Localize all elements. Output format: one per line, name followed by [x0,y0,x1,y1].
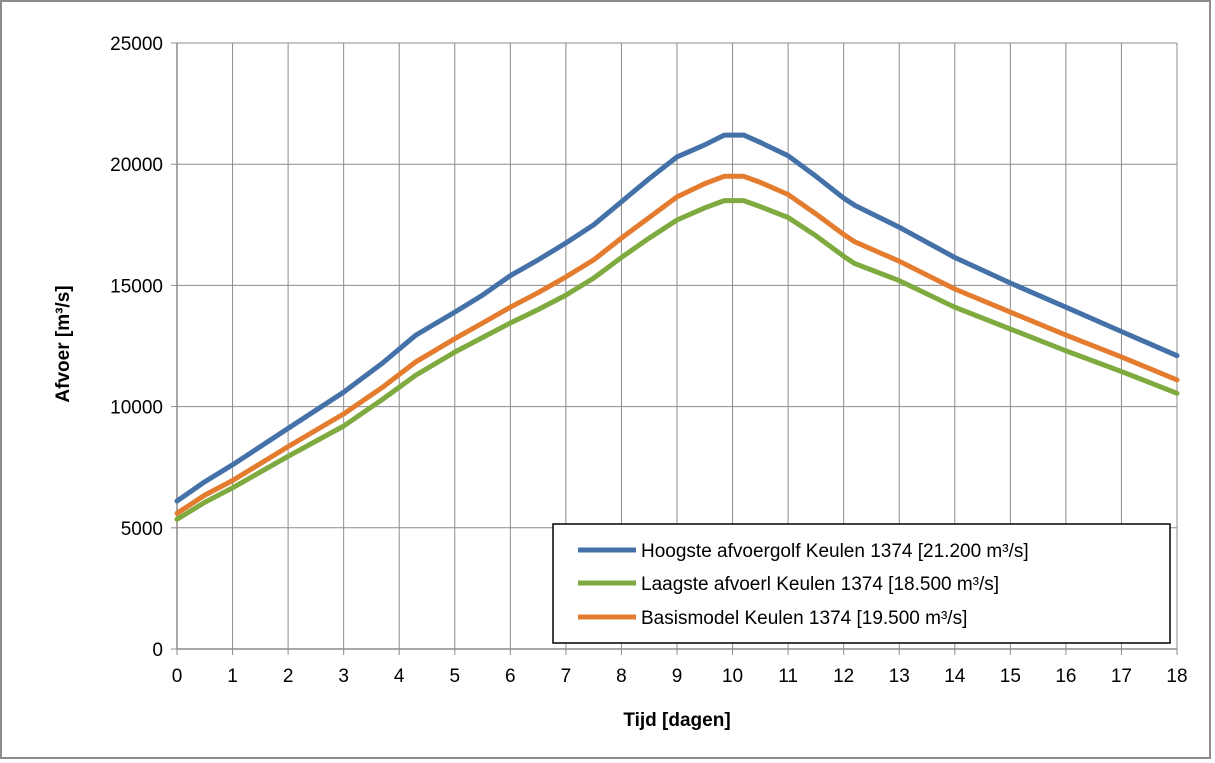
x-tick-label: 18 [1166,666,1187,687]
x-tick-label: 9 [672,666,683,687]
series-line-0 [174,132,1180,504]
x-tick-label: 2 [283,666,294,687]
x-tick-label: 3 [338,666,349,687]
series-line-1 [174,198,1180,522]
axes: 0 1 2 3 4 5 6 7 8 9 10 11 12 13 14 15 16 17 18050001000015… [110,34,1187,687]
x-tick-label: 11 [778,666,798,687]
y-tick-label: 0 [152,640,163,661]
legend-label-2: Basismodel Keulen 1374 [19.500 m³/s] [641,608,967,629]
x-tick-label: 1 [227,666,238,687]
x-tick-label: 13 [889,666,910,687]
y-tick-label: 10000 [110,398,163,419]
y-axis-title: Afvoer [m³/s] [53,285,74,402]
x-tick-label: 10 [722,666,743,687]
x-tick-label: 0 [172,666,183,687]
x-tick-label: 16 [1055,666,1076,687]
x-tick-label: 8 [616,666,627,687]
y-tick-label: 15000 [110,276,163,297]
series-line-2 [174,173,1180,516]
legend: Hoogste afvoergolf Keulen 1374 [21.200 m… [552,523,1171,644]
y-tick-label: 20000 [110,155,163,176]
y-tick-label: 25000 [110,34,163,55]
y-tick-label: 5000 [121,519,163,540]
x-tick-label: 14 [944,666,966,687]
x-tick-label: 12 [833,666,854,687]
x-tick-label: 7 [561,666,572,687]
legend-label-0: Hoogste afvoergolf Keulen 1374 [21.200 m… [641,541,1029,562]
x-tick-label: 6 [505,666,516,687]
legend-box [552,523,1171,644]
x-axis-title: Tijd [dagen] [623,710,730,731]
x-tick-label: 5 [449,666,460,687]
x-tick-label: 15 [1000,666,1021,687]
x-tick-label: 4 [394,666,405,687]
legend-label-1: Laagste afvoerl Keulen 1374 [18.500 m³/s… [641,574,999,595]
x-tick-label: 17 [1111,666,1132,687]
series-lines [174,132,1180,522]
